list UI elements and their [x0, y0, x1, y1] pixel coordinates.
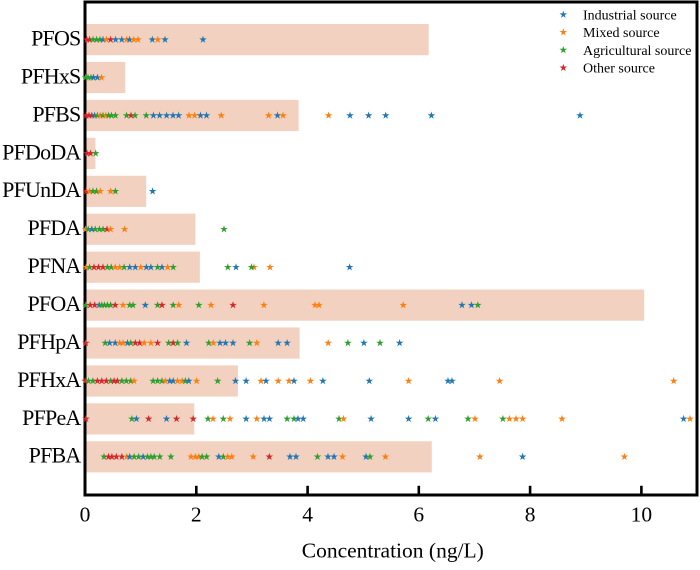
svg-text:0: 0	[80, 503, 91, 527]
svg-text:PFHxA: PFHxA	[17, 367, 81, 392]
svg-text:PFDA: PFDA	[27, 215, 81, 240]
svg-text:PFBS: PFBS	[32, 101, 80, 126]
svg-text:6: 6	[413, 503, 424, 527]
svg-text:PFHpA: PFHpA	[17, 329, 81, 354]
svg-text:PFHxS: PFHxS	[21, 63, 81, 88]
svg-text:2: 2	[191, 503, 202, 527]
svg-text:PFOS: PFOS	[31, 26, 80, 51]
svg-text:PFOA: PFOA	[27, 291, 81, 316]
svg-text:PFPeA: PFPeA	[22, 405, 81, 430]
svg-text:PFUnDA: PFUnDA	[2, 177, 81, 202]
svg-text:4: 4	[302, 503, 313, 527]
svg-text:PFDoDA: PFDoDA	[2, 139, 81, 164]
svg-text:8: 8	[525, 503, 536, 527]
svg-text:PFNA: PFNA	[27, 253, 81, 278]
svg-text:Agricultural source: Agricultural source	[583, 44, 691, 59]
svg-text:10: 10	[631, 503, 653, 527]
svg-text:Mixed source: Mixed source	[583, 26, 660, 41]
svg-text:Industrial source: Industrial source	[583, 8, 677, 23]
svg-text:Other source: Other source	[583, 62, 655, 77]
svg-text:PFBA: PFBA	[29, 443, 82, 468]
svg-text:Concentration (ng/L): Concentration (ng/L)	[302, 539, 484, 563]
